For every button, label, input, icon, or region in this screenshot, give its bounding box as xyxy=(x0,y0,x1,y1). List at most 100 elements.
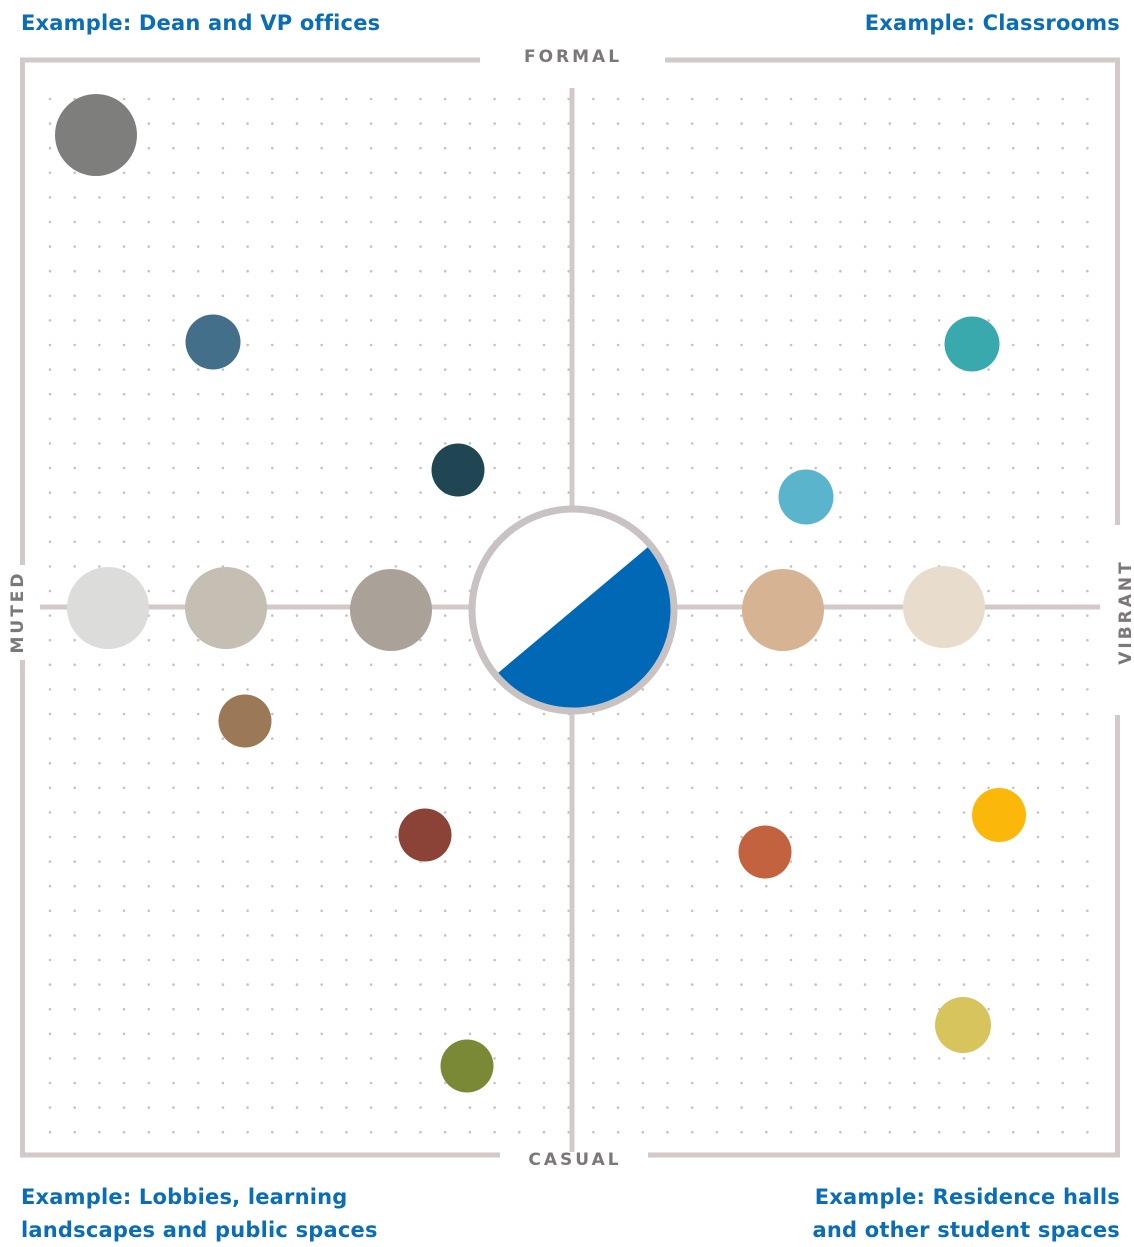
grid-dot xyxy=(172,1081,175,1085)
grid-dot xyxy=(518,761,521,765)
grid-dot xyxy=(345,688,348,691)
grid-dot xyxy=(1086,540,1089,544)
grid-dot xyxy=(888,884,892,888)
grid-dot xyxy=(592,319,595,322)
grid-dot xyxy=(48,761,52,765)
grid-dot xyxy=(987,442,990,445)
grid-dot xyxy=(715,958,719,962)
grid-dot xyxy=(98,1081,101,1085)
grid-dot xyxy=(1012,786,1015,790)
grid-dot xyxy=(888,737,892,740)
grid-dot xyxy=(740,1007,743,1011)
grid-dot xyxy=(48,589,52,593)
grid-dot xyxy=(888,1130,892,1134)
grid-dot xyxy=(345,196,348,199)
grid-dot xyxy=(73,712,76,716)
grid-dot xyxy=(666,1032,669,1036)
grid-dot xyxy=(987,565,990,568)
grid-dot xyxy=(394,737,398,740)
grid-dot xyxy=(616,934,620,937)
grid-dot xyxy=(196,1057,200,1060)
grid-dot xyxy=(765,786,768,790)
grid-dot xyxy=(888,909,892,913)
grid-dot xyxy=(740,737,743,740)
grid-dot xyxy=(1036,811,1040,814)
grid-dot xyxy=(147,97,151,101)
grid-dot xyxy=(73,835,76,839)
grid-dot xyxy=(987,466,990,470)
swatch-charcoal-gray xyxy=(55,94,137,176)
grid-dot xyxy=(98,196,101,199)
grid-dot xyxy=(666,761,669,765)
grid-dot xyxy=(468,811,472,814)
grid-dot xyxy=(690,565,694,568)
grid-dot xyxy=(73,343,76,347)
grid-dot xyxy=(345,442,348,445)
grid-dot xyxy=(468,171,472,175)
grid-dot xyxy=(1061,688,1064,691)
grid-dot xyxy=(1012,565,1015,568)
grid-dot xyxy=(863,368,867,371)
grid-dot xyxy=(320,983,324,986)
grid-dot xyxy=(1086,688,1089,691)
grid-dot xyxy=(172,614,175,617)
grid-dot xyxy=(98,786,101,790)
grid-dot xyxy=(147,565,151,568)
grid-dot xyxy=(172,491,175,494)
grid-dot xyxy=(48,417,52,421)
grid-dot xyxy=(419,319,422,322)
grid-dot xyxy=(814,1007,817,1011)
grid-dot xyxy=(789,122,793,125)
grid-dot xyxy=(443,442,447,445)
grid-dot xyxy=(98,245,101,248)
grid-dot xyxy=(715,491,719,494)
grid-dot xyxy=(715,515,719,519)
grid-dot xyxy=(567,860,570,863)
grid-dot xyxy=(616,1106,620,1109)
grid-dot xyxy=(419,737,422,740)
grid-dot xyxy=(122,392,126,396)
grid-dot xyxy=(1012,589,1015,593)
grid-dot xyxy=(1012,220,1015,224)
grid-dot xyxy=(493,1130,496,1134)
grid-dot xyxy=(394,761,398,765)
grid-dot xyxy=(839,614,842,617)
grid-dot xyxy=(443,1106,447,1109)
grid-dot xyxy=(98,761,101,765)
grid-dot xyxy=(246,220,249,224)
grid-dot xyxy=(913,1007,916,1011)
grid-dot xyxy=(592,97,595,101)
grid-dot xyxy=(666,245,669,248)
grid-dot xyxy=(567,442,570,445)
grid-dot xyxy=(1012,958,1015,962)
grid-dot xyxy=(518,466,521,470)
grid-dot xyxy=(1086,220,1089,224)
grid-dot xyxy=(616,294,620,298)
grid-dot xyxy=(345,737,348,740)
grid-dot xyxy=(320,761,324,765)
grid-dot xyxy=(715,884,719,888)
grid-dot xyxy=(888,589,892,593)
grid-dot xyxy=(962,196,966,199)
grid-dot xyxy=(246,171,249,175)
grid-dot xyxy=(147,466,151,470)
grid-dot xyxy=(641,761,645,765)
grid-dot xyxy=(913,786,916,790)
grid-dot xyxy=(369,343,373,347)
grid-dot xyxy=(221,1007,225,1011)
grid-dot xyxy=(690,294,694,298)
grid-dot xyxy=(246,368,249,371)
grid-dot xyxy=(271,761,274,765)
grid-dot xyxy=(443,146,447,150)
grid-dot xyxy=(246,1057,249,1060)
grid-dot xyxy=(937,958,941,962)
grid-dot xyxy=(172,761,175,765)
grid-dot xyxy=(690,688,694,691)
grid-dot xyxy=(320,934,324,937)
grid-dot xyxy=(1036,737,1040,740)
grid-dot xyxy=(567,466,570,470)
grid-dot xyxy=(1086,958,1089,962)
grid-dot xyxy=(1061,737,1064,740)
grid-dot xyxy=(320,712,324,716)
grid-dot xyxy=(913,737,916,740)
